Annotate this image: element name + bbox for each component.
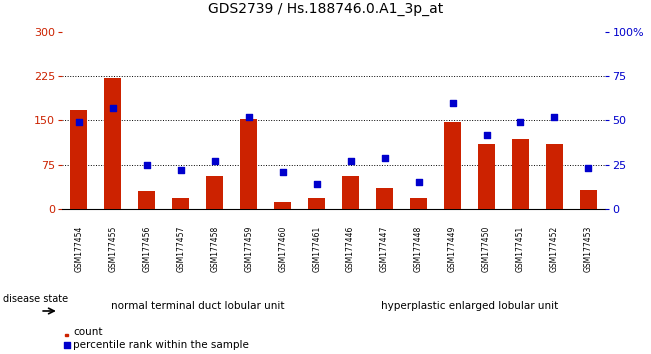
Text: GDS2739 / Hs.188746.0.A1_3p_at: GDS2739 / Hs.188746.0.A1_3p_at xyxy=(208,2,443,16)
Text: hyperplastic enlarged lobular unit: hyperplastic enlarged lobular unit xyxy=(381,301,558,311)
Text: GSM177451: GSM177451 xyxy=(516,225,525,272)
Point xyxy=(516,119,526,125)
Bar xyxy=(580,190,597,209)
Text: GSM177450: GSM177450 xyxy=(482,225,491,272)
Text: GSM177460: GSM177460 xyxy=(278,225,287,272)
Point xyxy=(141,162,152,167)
Bar xyxy=(173,198,189,209)
Text: GSM177446: GSM177446 xyxy=(346,225,355,272)
Text: normal terminal duct lobular unit: normal terminal duct lobular unit xyxy=(111,301,284,311)
Text: GSM177456: GSM177456 xyxy=(143,225,151,272)
Point xyxy=(447,100,458,105)
Text: GSM177455: GSM177455 xyxy=(108,225,117,272)
Bar xyxy=(65,334,68,336)
Bar xyxy=(206,176,223,209)
Text: GSM177453: GSM177453 xyxy=(584,225,593,272)
Text: GSM177449: GSM177449 xyxy=(448,225,457,272)
Point xyxy=(61,342,72,348)
Text: GSM177461: GSM177461 xyxy=(312,225,321,272)
Point xyxy=(549,114,560,120)
Text: GSM177452: GSM177452 xyxy=(550,225,559,272)
Point xyxy=(380,155,390,160)
Point xyxy=(243,114,254,120)
Bar xyxy=(410,198,427,209)
Text: count: count xyxy=(73,327,103,337)
Point xyxy=(583,165,594,171)
Bar xyxy=(546,144,563,209)
Bar xyxy=(274,202,291,209)
Bar xyxy=(308,198,325,209)
Bar xyxy=(240,119,257,209)
Text: GSM177447: GSM177447 xyxy=(380,225,389,272)
Point xyxy=(107,105,118,111)
Text: GSM177457: GSM177457 xyxy=(176,225,186,272)
Bar xyxy=(342,176,359,209)
Point xyxy=(210,158,220,164)
Point xyxy=(277,169,288,175)
Point xyxy=(311,181,322,187)
Bar xyxy=(104,78,121,209)
Text: disease state: disease state xyxy=(3,294,68,304)
Point xyxy=(413,179,424,185)
Bar xyxy=(138,191,156,209)
Point xyxy=(176,167,186,173)
Bar xyxy=(444,121,461,209)
Text: GSM177454: GSM177454 xyxy=(74,225,83,272)
Text: GSM177459: GSM177459 xyxy=(244,225,253,272)
Bar xyxy=(376,188,393,209)
Bar xyxy=(70,110,87,209)
Text: percentile rank within the sample: percentile rank within the sample xyxy=(73,340,249,350)
Bar xyxy=(512,139,529,209)
Bar xyxy=(478,144,495,209)
Point xyxy=(481,132,492,137)
Text: GSM177448: GSM177448 xyxy=(414,225,423,272)
Text: GSM177458: GSM177458 xyxy=(210,225,219,272)
Point xyxy=(346,158,356,164)
Point xyxy=(74,119,84,125)
